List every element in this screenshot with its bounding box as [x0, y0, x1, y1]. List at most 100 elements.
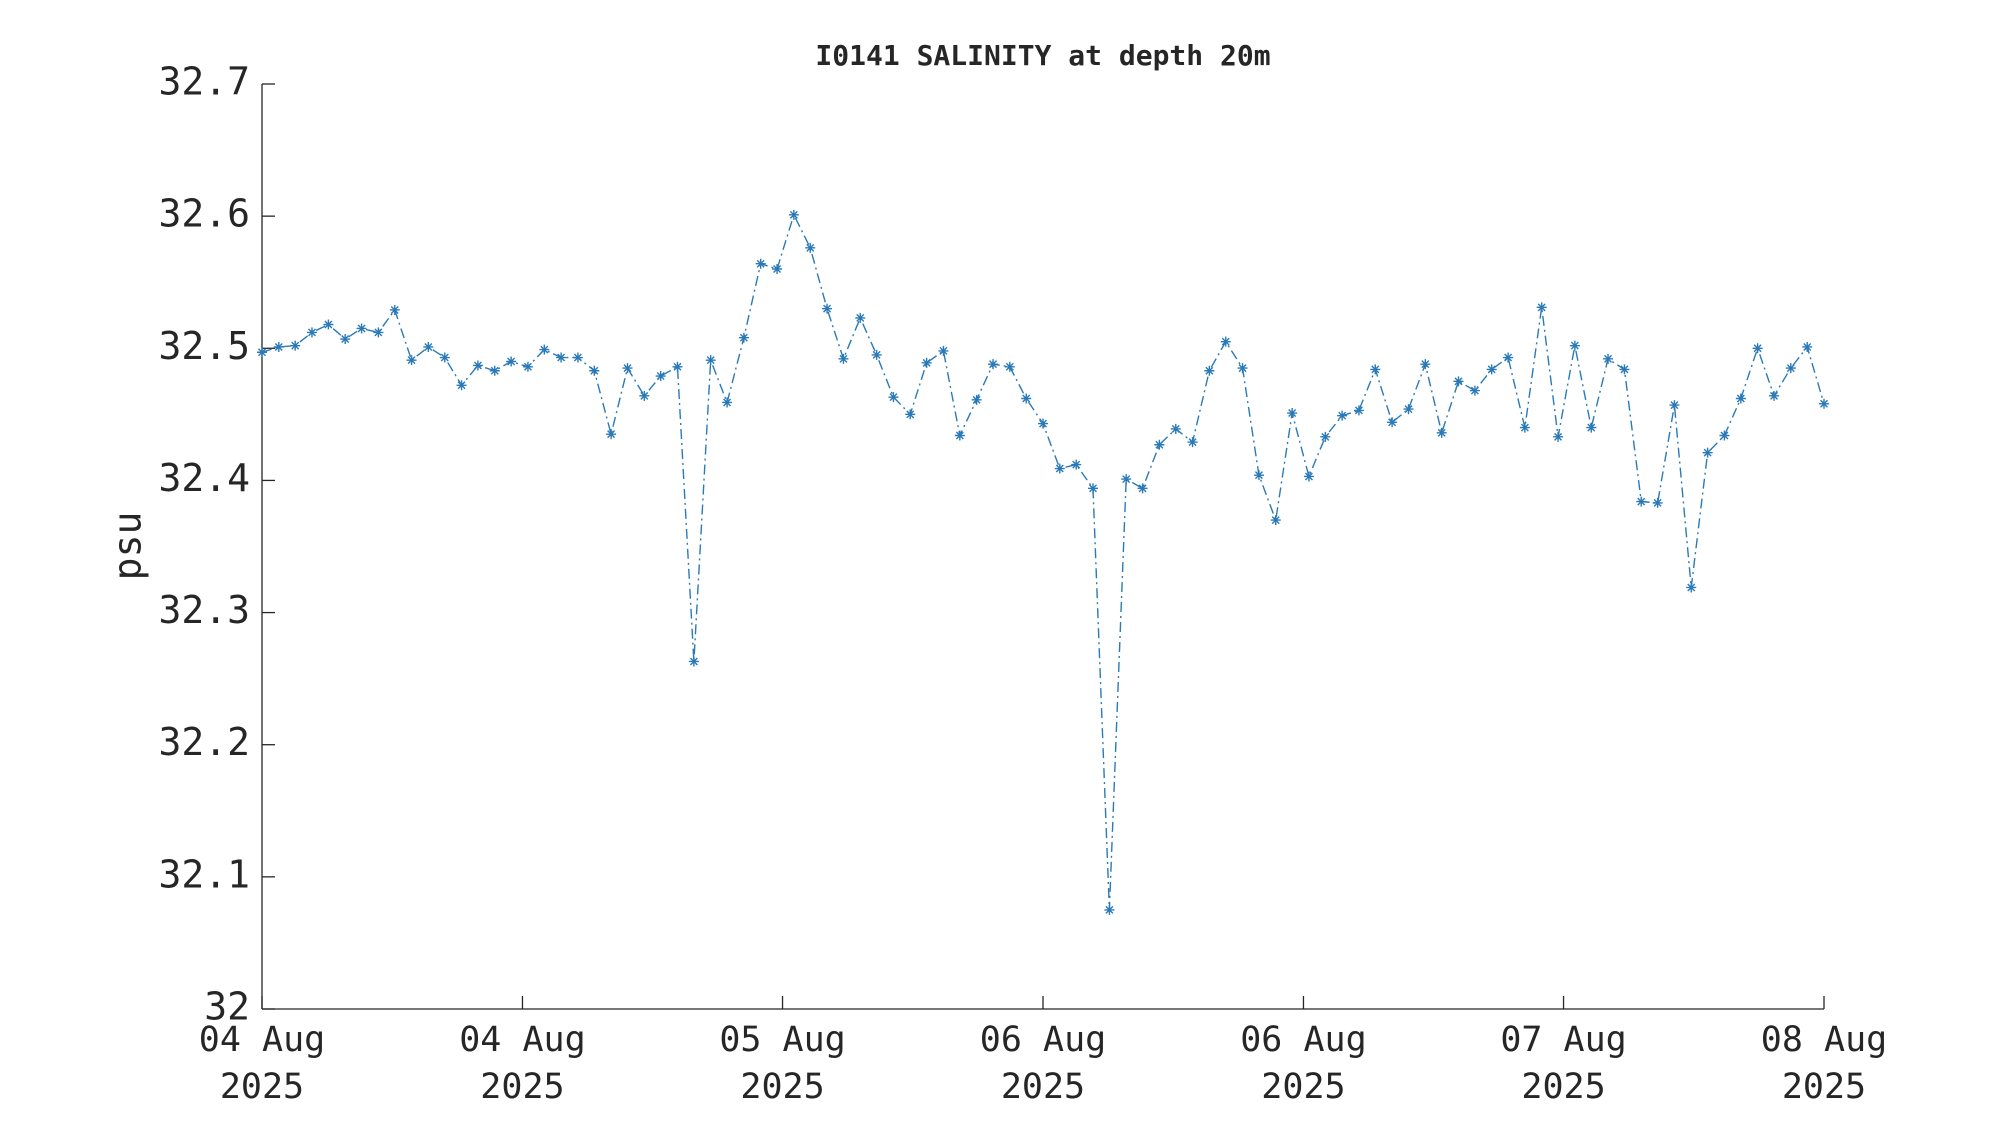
data-marker [1104, 904, 1115, 915]
y-tick-label: 32.7 [158, 60, 250, 104]
data-marker [1719, 430, 1730, 441]
data-marker [988, 359, 999, 370]
data-marker [456, 380, 467, 391]
data-marker [838, 353, 849, 364]
x-tick-label: 05 Aug 2025 [719, 1020, 846, 1107]
data-marker [1187, 437, 1198, 448]
data-marker [572, 352, 583, 363]
data-marker [1004, 361, 1015, 372]
data-marker [1686, 582, 1697, 593]
data-marker [1553, 431, 1564, 442]
data-marker [1735, 393, 1746, 404]
data-marker [1204, 365, 1215, 376]
y-tick-label: 32 [204, 985, 250, 1029]
data-marker [423, 341, 434, 352]
data-marker [1453, 376, 1464, 387]
data-marker [772, 264, 783, 274]
data-marker [1154, 439, 1165, 450]
data-marker [1237, 363, 1248, 374]
data-marker [539, 344, 550, 355]
data-marker [805, 242, 816, 253]
data-marker [921, 357, 932, 368]
data-marker [1486, 364, 1497, 375]
data-marker [1303, 471, 1314, 482]
data-marker [1087, 483, 1098, 494]
data-marker [606, 429, 617, 440]
data-marker [522, 361, 533, 372]
data-marker [822, 303, 833, 314]
x-tick-label: 08 Aug 2025 [1760, 1020, 1888, 1107]
y-axis-label: psu [106, 512, 150, 581]
data-marker [1436, 427, 1447, 438]
data-marker [1370, 364, 1381, 375]
data-marker [1469, 385, 1480, 396]
data-marker [506, 356, 517, 367]
data-marker [705, 355, 716, 366]
data-marker [439, 352, 450, 363]
data-marker [1752, 343, 1763, 354]
data-marker [1220, 336, 1231, 347]
data-marker [489, 365, 500, 376]
data-marker [1636, 496, 1647, 507]
data-marker [871, 349, 882, 360]
y-tick-label: 32.4 [158, 456, 250, 500]
data-marker [1569, 340, 1580, 351]
y-tick-label: 32.2 [158, 720, 250, 764]
data-marker [1769, 390, 1780, 401]
data-marker [1287, 408, 1298, 419]
data-marker [1603, 353, 1614, 364]
data-marker [639, 390, 650, 401]
data-marker [1387, 417, 1398, 428]
x-tick-label: 04 Aug 2025 [198, 1020, 326, 1107]
data-marker [1170, 423, 1181, 434]
x-tick-label: 04 Aug 2025 [459, 1020, 586, 1107]
data-marker [1802, 341, 1813, 352]
data-marker [655, 371, 666, 382]
data-marker [257, 347, 267, 358]
data-marker [1137, 483, 1148, 494]
data-marker [406, 355, 417, 366]
data-marker [290, 340, 301, 351]
data-marker [373, 327, 384, 338]
y-tick-label: 32.1 [158, 852, 250, 896]
data-marker [954, 430, 965, 441]
data-marker [1403, 404, 1414, 415]
data-marker [1619, 364, 1630, 375]
data-marker [788, 209, 799, 220]
data-marker [1253, 470, 1264, 481]
data-marker [556, 352, 567, 363]
data-marker [1054, 463, 1065, 474]
data-marker [1420, 359, 1431, 370]
data-marker [938, 345, 949, 356]
data-marker [1519, 422, 1530, 433]
data-marker [722, 397, 733, 408]
data-marker [888, 392, 899, 403]
data-marker [340, 334, 351, 345]
data-marker [905, 409, 916, 420]
data-marker [1353, 405, 1364, 416]
chart-title: I0141 SALINITY at depth 20m [815, 39, 1270, 72]
y-tick-label: 32.6 [158, 192, 250, 236]
data-marker [389, 304, 400, 315]
data-marker [1270, 515, 1281, 526]
data-marker [1819, 398, 1829, 409]
data-marker [622, 363, 633, 374]
data-marker [356, 323, 367, 334]
data-marker [1121, 474, 1132, 485]
data-marker [755, 258, 766, 269]
data-marker [672, 361, 683, 372]
data-marker [1337, 410, 1348, 421]
data-marker [1785, 363, 1796, 374]
data-marker [1071, 459, 1082, 470]
data-marker [1503, 352, 1514, 363]
y-tick-label: 32.3 [158, 588, 250, 632]
data-marker [738, 332, 749, 343]
data-marker [1320, 431, 1331, 442]
data-marker [971, 394, 982, 405]
data-marker [589, 365, 600, 376]
x-tick-label: 06 Aug 2025 [979, 1020, 1107, 1107]
data-marker [1038, 418, 1048, 429]
y-tick-label: 32.5 [158, 324, 250, 368]
data-marker [688, 656, 699, 667]
